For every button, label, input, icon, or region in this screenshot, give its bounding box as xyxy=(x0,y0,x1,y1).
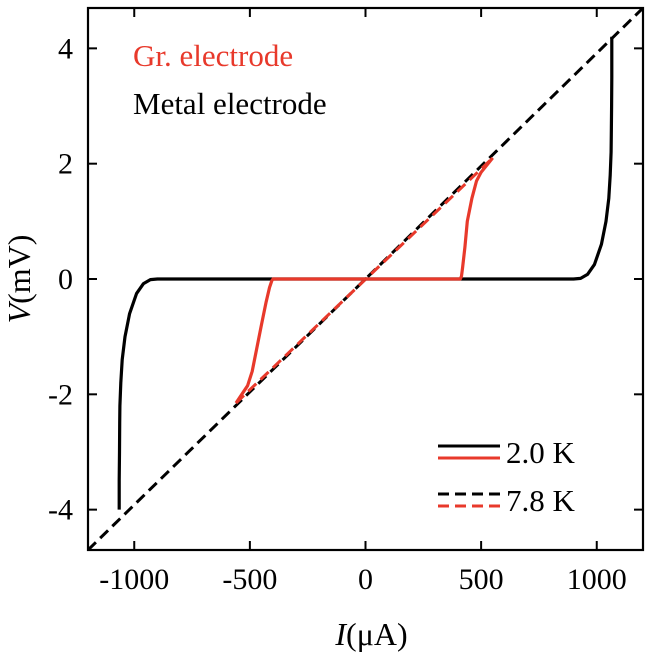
y-tick-label: 4 xyxy=(58,32,73,65)
y-axis-unit: (mV) xyxy=(1,235,37,304)
annotation-metal-electrode: Metal electrode xyxy=(133,86,327,121)
y-tick-label: 2 xyxy=(58,148,73,181)
y-tick-label: 0 xyxy=(58,263,73,296)
annotation-graphene-electrode: Gr. electrode xyxy=(133,38,293,73)
legend-label-20k: 2.0 K xyxy=(506,435,576,470)
y-axis-symbol: V xyxy=(1,300,37,323)
y-tick-label: -4 xyxy=(48,494,73,527)
x-tick-label: -500 xyxy=(222,563,277,596)
x-tick-label: 500 xyxy=(459,563,504,596)
x-axis-unit: (μA) xyxy=(346,616,408,652)
series-metal-78k-dashed xyxy=(88,8,643,550)
legend-label-78k: 7.8 K xyxy=(506,483,576,518)
y-axis-label: V(mV) xyxy=(1,235,37,324)
x-axis-symbol: I xyxy=(334,616,347,652)
labels-layer: I(μA) V(mV) Gr. electrode Metal electrode 2.… xyxy=(1,38,576,652)
curves-layer xyxy=(88,8,643,550)
x-tick-label: -1000 xyxy=(99,563,169,596)
series-graphene-20k-solid xyxy=(234,156,494,404)
x-tick-label: 0 xyxy=(358,563,373,596)
ticks-layer: -1000 -500 0 500 1000 -4 -2 0 2 4 xyxy=(48,8,643,596)
y-tick-label: -2 xyxy=(48,378,73,411)
x-tick-label: 1000 xyxy=(567,563,627,596)
x-axis-label: I(μA) xyxy=(334,616,407,652)
